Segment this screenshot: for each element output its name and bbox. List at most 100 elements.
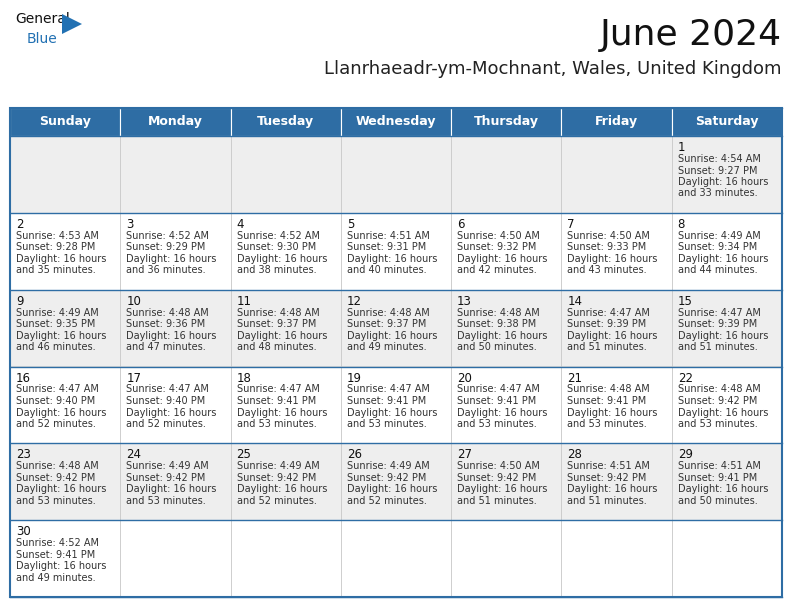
Text: Sunrise: 4:49 AM: Sunrise: 4:49 AM <box>347 461 429 471</box>
Text: Daylight: 16 hours: Daylight: 16 hours <box>16 561 106 571</box>
Text: and 51 minutes.: and 51 minutes. <box>567 496 647 506</box>
Text: 28: 28 <box>567 449 582 461</box>
Text: Sunset: 9:42 PM: Sunset: 9:42 PM <box>16 473 95 483</box>
Text: General: General <box>15 12 70 26</box>
Text: Sunrise: 4:47 AM: Sunrise: 4:47 AM <box>567 308 650 318</box>
Text: Sunset: 9:37 PM: Sunset: 9:37 PM <box>237 319 316 329</box>
Bar <box>230 108 341 136</box>
Bar <box>562 367 672 443</box>
Bar <box>451 108 562 136</box>
Text: Thursday: Thursday <box>474 116 539 129</box>
Polygon shape <box>62 14 82 34</box>
Text: Sunset: 9:42 PM: Sunset: 9:42 PM <box>126 473 206 483</box>
Bar <box>10 136 120 213</box>
Text: and 44 minutes.: and 44 minutes. <box>678 266 757 275</box>
Text: Sunset: 9:33 PM: Sunset: 9:33 PM <box>567 242 647 252</box>
Text: Sunrise: 4:54 AM: Sunrise: 4:54 AM <box>678 154 760 164</box>
Text: 24: 24 <box>126 449 141 461</box>
Text: 16: 16 <box>16 371 31 384</box>
Text: Sunrise: 4:47 AM: Sunrise: 4:47 AM <box>16 384 99 395</box>
Text: and 36 minutes.: and 36 minutes. <box>126 266 206 275</box>
Text: Daylight: 16 hours: Daylight: 16 hours <box>126 408 217 417</box>
Text: 23: 23 <box>16 449 31 461</box>
Bar <box>120 108 230 136</box>
Text: Sunset: 9:32 PM: Sunset: 9:32 PM <box>457 242 536 252</box>
Text: Sunrise: 4:49 AM: Sunrise: 4:49 AM <box>678 231 760 241</box>
Text: 19: 19 <box>347 371 362 384</box>
Text: Sunrise: 4:48 AM: Sunrise: 4:48 AM <box>457 308 540 318</box>
Bar <box>10 520 120 597</box>
Text: Wednesday: Wednesday <box>356 116 436 129</box>
Text: Sunrise: 4:51 AM: Sunrise: 4:51 AM <box>347 231 430 241</box>
Text: Daylight: 16 hours: Daylight: 16 hours <box>567 484 658 494</box>
Bar <box>120 289 230 367</box>
Text: and 38 minutes.: and 38 minutes. <box>237 266 316 275</box>
Text: 2: 2 <box>16 218 24 231</box>
Text: Sunrise: 4:51 AM: Sunrise: 4:51 AM <box>678 461 760 471</box>
Bar <box>672 213 782 289</box>
Text: Sunset: 9:40 PM: Sunset: 9:40 PM <box>126 396 206 406</box>
Text: and 35 minutes.: and 35 minutes. <box>16 266 96 275</box>
Text: Sunrise: 4:50 AM: Sunrise: 4:50 AM <box>457 231 540 241</box>
Text: Daylight: 16 hours: Daylight: 16 hours <box>457 408 547 417</box>
Text: Daylight: 16 hours: Daylight: 16 hours <box>678 330 768 341</box>
Bar <box>10 213 120 289</box>
Bar <box>451 289 562 367</box>
Text: Daylight: 16 hours: Daylight: 16 hours <box>16 484 106 494</box>
Bar <box>562 213 672 289</box>
Text: Sunrise: 4:48 AM: Sunrise: 4:48 AM <box>126 308 209 318</box>
Text: 30: 30 <box>16 525 31 538</box>
Text: Sunrise: 4:49 AM: Sunrise: 4:49 AM <box>237 461 319 471</box>
Text: Sunset: 9:30 PM: Sunset: 9:30 PM <box>237 242 316 252</box>
Text: Tuesday: Tuesday <box>257 116 314 129</box>
Text: Sunset: 9:42 PM: Sunset: 9:42 PM <box>347 473 426 483</box>
Text: June 2024: June 2024 <box>600 18 782 52</box>
Text: 21: 21 <box>567 371 582 384</box>
Bar <box>672 289 782 367</box>
Text: and 49 minutes.: and 49 minutes. <box>347 342 426 352</box>
Bar <box>562 520 672 597</box>
Text: Sunset: 9:34 PM: Sunset: 9:34 PM <box>678 242 757 252</box>
Text: 5: 5 <box>347 218 354 231</box>
Bar <box>672 136 782 213</box>
Text: Sunrise: 4:52 AM: Sunrise: 4:52 AM <box>237 231 319 241</box>
Bar <box>10 367 120 443</box>
Text: 9: 9 <box>16 294 24 308</box>
Text: and 53 minutes.: and 53 minutes. <box>237 419 316 429</box>
Text: 4: 4 <box>237 218 244 231</box>
Bar <box>230 289 341 367</box>
Text: Sunset: 9:40 PM: Sunset: 9:40 PM <box>16 396 95 406</box>
Bar <box>10 108 782 597</box>
Bar <box>230 520 341 597</box>
Text: Daylight: 16 hours: Daylight: 16 hours <box>567 330 658 341</box>
Bar <box>451 443 562 520</box>
Bar <box>120 520 230 597</box>
Bar <box>230 136 341 213</box>
Text: and 53 minutes.: and 53 minutes. <box>678 419 757 429</box>
Text: and 53 minutes.: and 53 minutes. <box>16 496 96 506</box>
Text: Daylight: 16 hours: Daylight: 16 hours <box>16 254 106 264</box>
Text: 22: 22 <box>678 371 693 384</box>
Text: 18: 18 <box>237 371 251 384</box>
Bar <box>120 443 230 520</box>
Text: Daylight: 16 hours: Daylight: 16 hours <box>678 254 768 264</box>
Text: Sunrise: 4:50 AM: Sunrise: 4:50 AM <box>457 461 540 471</box>
Bar <box>230 367 341 443</box>
Text: Daylight: 16 hours: Daylight: 16 hours <box>567 254 658 264</box>
Text: and 51 minutes.: and 51 minutes. <box>567 342 647 352</box>
Bar <box>10 443 120 520</box>
Text: Sunrise: 4:52 AM: Sunrise: 4:52 AM <box>16 538 99 548</box>
Bar <box>562 289 672 367</box>
Bar <box>451 520 562 597</box>
Text: Sunset: 9:27 PM: Sunset: 9:27 PM <box>678 165 757 176</box>
Text: Sunrise: 4:50 AM: Sunrise: 4:50 AM <box>567 231 650 241</box>
Text: and 49 minutes.: and 49 minutes. <box>16 573 96 583</box>
Text: 27: 27 <box>457 449 472 461</box>
Bar <box>451 136 562 213</box>
Text: Sunset: 9:28 PM: Sunset: 9:28 PM <box>16 242 95 252</box>
Text: 11: 11 <box>237 294 252 308</box>
Text: and 53 minutes.: and 53 minutes. <box>347 419 427 429</box>
Bar <box>562 443 672 520</box>
Text: 15: 15 <box>678 294 692 308</box>
Text: Sunrise: 4:48 AM: Sunrise: 4:48 AM <box>237 308 319 318</box>
